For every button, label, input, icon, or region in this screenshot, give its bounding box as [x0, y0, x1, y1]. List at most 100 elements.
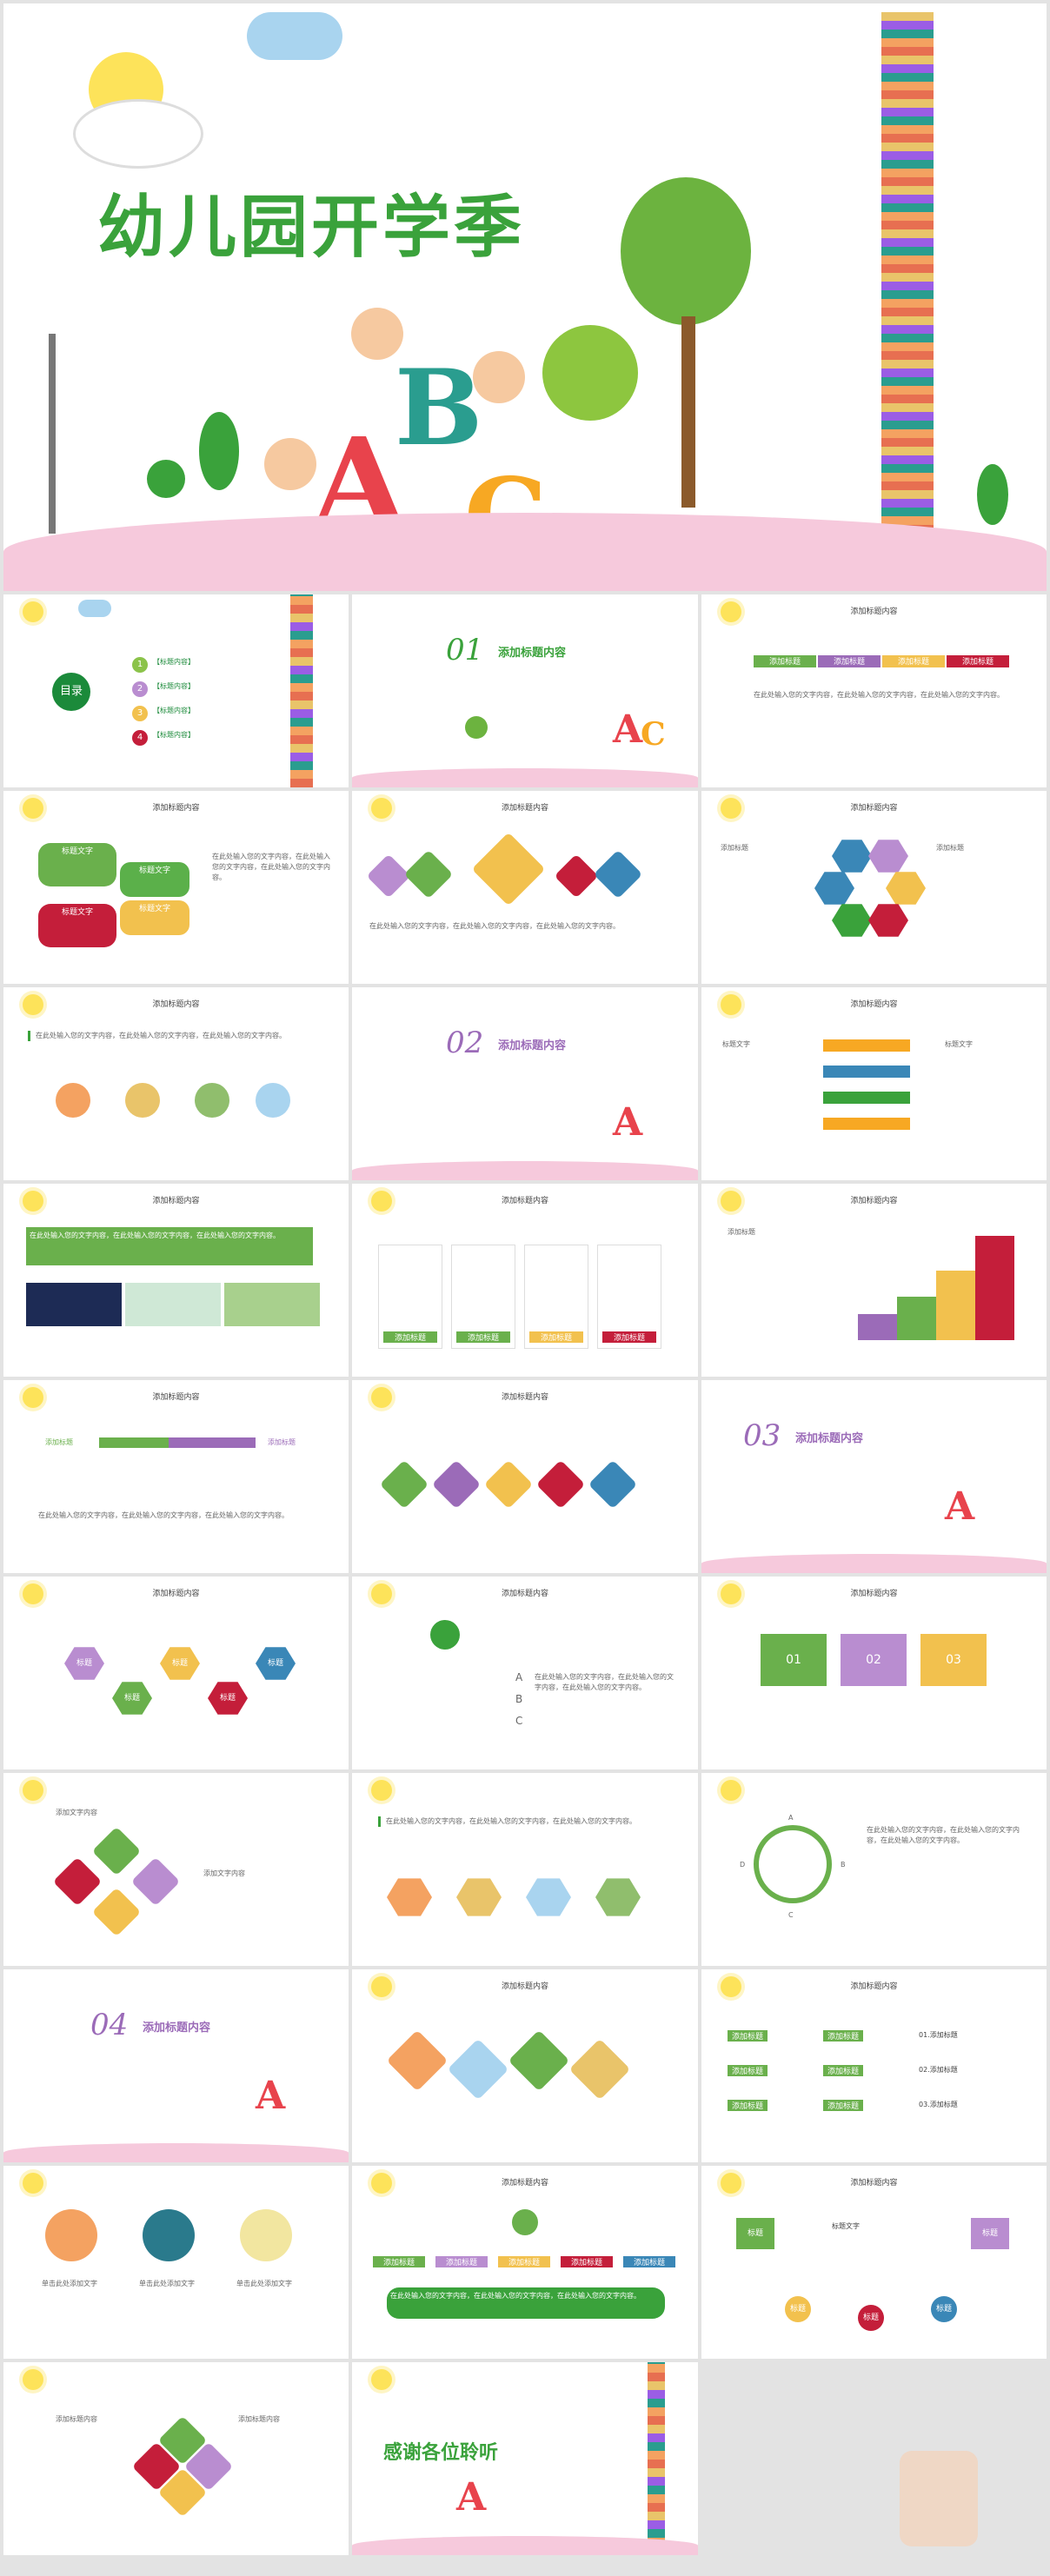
slide-photos[interactable]: 添加标题内容 在此处输入您的文字内容，在此处输入您的文字内容，在此处输入您的文字…	[3, 1184, 349, 1377]
section-title: 添加标题内容	[498, 1039, 567, 1052]
hex-title[interactable]: 标题	[112, 1682, 152, 1715]
slide-section-03[interactable]: 03 添加标题内容 A	[701, 1380, 1047, 1573]
hex-title[interactable]: 标题	[208, 1682, 248, 1715]
slide-crossing-arrows[interactable]: 添加标题内容 添加标题 添加标题 在此处输入您的文字内容，在此处输入您的文字内容…	[3, 1380, 349, 1573]
cycle-box[interactable]: 标题	[971, 2218, 1009, 2249]
slide-flower[interactable]: A B C D 在此处输入您的文字内容，在此处输入您的文字内容，在此处输入您的文…	[701, 1773, 1047, 1966]
shape-title[interactable]: 标题文字	[38, 904, 116, 947]
diamond-icon	[91, 1826, 142, 1876]
badge-icon	[430, 1620, 460, 1650]
org-node[interactable]: 添加标题	[823, 2100, 863, 2111]
cycle-node[interactable]: 标题	[785, 2296, 811, 2322]
card-button[interactable]: 添加标题	[529, 1331, 583, 1343]
slide-section-04[interactable]: 04 添加标题内容 A	[3, 1969, 349, 2162]
body-text: 添加标题	[721, 844, 748, 852]
cover-title: 幼儿园开学季	[97, 189, 526, 267]
org-node[interactable]: 添加标题	[823, 2030, 863, 2042]
sun-icon	[371, 1780, 392, 1801]
slide-cycle[interactable]: 添加标题内容 标题 标题 标题文字 标题 标题 标题	[701, 2166, 1047, 2359]
card[interactable]	[597, 1245, 661, 1349]
hexagon-icon	[814, 872, 854, 905]
photo-diamond	[447, 2038, 509, 2101]
sun-icon	[721, 1976, 741, 1997]
card-button[interactable]: 添加标题	[383, 1331, 437, 1343]
body-text: 在此处输入您的文字内容，在此处输入您的文字内容，在此处输入您的文字内容。	[212, 853, 330, 881]
cycle-box[interactable]: 标题	[736, 2218, 774, 2249]
org-node[interactable]: 添加标题	[728, 2030, 768, 2042]
slide-hex-labels[interactable]: 添加标题内容 标题 标题 标题 标题 标题	[3, 1577, 349, 1769]
slide-hexagons[interactable]: 添加标题内容 添加标题 添加标题	[701, 791, 1047, 984]
slide-cover[interactable]: 幼儿园开学季 A B C	[3, 3, 1047, 591]
diamond-icon	[471, 832, 546, 906]
card[interactable]	[378, 1245, 442, 1349]
slide-growth[interactable]: 添加标题内容 添加标题	[701, 1184, 1047, 1377]
elephant-icon	[256, 1083, 290, 1118]
card[interactable]	[451, 1245, 515, 1349]
slide-pinwheel[interactable]: 添加标题内容 添加标题内容	[3, 2362, 349, 2555]
slide-title: 添加标题内容	[850, 1590, 898, 1598]
sun-icon	[721, 601, 741, 622]
ribbon-label: 标题文字	[722, 1040, 750, 1048]
step-bar	[936, 1271, 975, 1340]
slide-mindmap[interactable]: 添加标题内容 添加标题 添加标题 添加标题 添加标题 添加标题 在此处输入您的文…	[352, 2166, 698, 2359]
toc-item[interactable]: 【标题内容】	[153, 658, 195, 666]
arrow-step[interactable]: 添加标题	[947, 655, 1009, 667]
slide-people[interactable]: 单击此处添加文字 单击此处添加文字 单击此处添加文字	[3, 2166, 349, 2359]
sun-icon	[23, 1191, 43, 1212]
map-node[interactable]: 添加标题	[498, 2256, 550, 2267]
hex-title[interactable]: 标题	[160, 1647, 200, 1680]
slide-arrows[interactable]: 添加标题内容 添加标题 添加标题 添加标题 添加标题 在此处输入您的文字内容，在…	[701, 594, 1047, 787]
org-node[interactable]: 添加标题	[823, 2065, 863, 2076]
slide-org-chart[interactable]: 添加标题内容 添加标题 添加标题 添加标题 添加标题 添加标题 添加标题 01.…	[701, 1969, 1047, 2162]
puzzle-piece[interactable]: 03	[920, 1634, 987, 1686]
arrow-step[interactable]: 添加标题	[754, 655, 816, 667]
org-node[interactable]: 添加标题	[728, 2100, 768, 2111]
toc-item[interactable]: 【标题内容】	[153, 707, 195, 714]
slide-photo-diamonds[interactable]: 添加标题内容	[352, 1969, 698, 2162]
puzzle-piece[interactable]: 01	[761, 1634, 827, 1686]
slide-diamonds[interactable]: 添加标题内容 在此处输入您的文字内容，在此处输入您的文字内容，在此处输入您的文字…	[352, 791, 698, 984]
map-node[interactable]: 添加标题	[435, 2256, 488, 2267]
org-node[interactable]: 添加标题	[728, 2065, 768, 2076]
card-button[interactable]: 添加标题	[456, 1331, 510, 1343]
slide-cards[interactable]: 添加标题内容 添加标题 添加标题 添加标题 添加标题	[352, 1184, 698, 1377]
slide-image-hexes[interactable]: 在此处输入您的文字内容，在此处输入您的文字内容，在此处输入您的文字内容。	[352, 1773, 698, 1966]
shape-title[interactable]: 标题文字	[38, 843, 116, 886]
letter-a-icon: A	[613, 1100, 643, 1145]
puzzle-piece[interactable]: 02	[841, 1634, 907, 1686]
map-node[interactable]: 添加标题	[561, 2256, 613, 2267]
slide-title: 添加标题内容	[850, 2179, 898, 2188]
sun-icon	[721, 1780, 741, 1801]
slide-closing[interactable]: 感谢各位聆听 A	[352, 2362, 698, 2555]
body-text: 添加标题	[936, 844, 964, 852]
card-button[interactable]: 添加标题	[602, 1331, 656, 1343]
slide-ribbons[interactable]: 添加标题内容 标题文字 标题文字	[701, 987, 1047, 1180]
slide-shapes[interactable]: 添加标题内容 标题文字 标题文字 标题文字 标题文字 在此处输入您的文字内容，在…	[3, 791, 349, 984]
card[interactable]	[524, 1245, 588, 1349]
slide-puzzle[interactable]: 添加标题内容 01 02 03	[701, 1577, 1047, 1769]
cycle-node[interactable]: 标题	[858, 2305, 884, 2331]
shape-title[interactable]: 标题文字	[120, 900, 189, 935]
slide-text-images[interactable]: 添加标题内容 在此处输入您的文字内容，在此处输入您的文字内容，在此处输入您的文字…	[3, 987, 349, 1180]
hex-title[interactable]: 标题	[256, 1647, 296, 1680]
slide-rhombus-row[interactable]: 添加标题内容	[352, 1380, 698, 1573]
cycle-node[interactable]: 标题	[931, 2296, 957, 2322]
trunk-icon	[681, 316, 695, 508]
toc-item[interactable]: 【标题内容】	[153, 682, 195, 690]
slide-section-01[interactable]: 01 添加标题内容 A C	[352, 594, 698, 787]
map-node[interactable]: 添加标题	[373, 2256, 425, 2267]
step-bar	[975, 1236, 1014, 1340]
slide-square-ring[interactable]: 添加文字内容 添加文字内容	[3, 1773, 349, 1966]
letter-a-icon: A	[256, 2074, 286, 2118]
slide-section-02[interactable]: 02 添加标题内容 A	[352, 987, 698, 1180]
arrow-step[interactable]: 添加标题	[818, 655, 881, 667]
slide-abc-list[interactable]: 添加标题内容 A B C 在此处输入您的文字内容，在此处输入您的文字内容，在此处…	[352, 1577, 698, 1769]
shape-title[interactable]: 标题文字	[120, 862, 189, 897]
sun-icon	[371, 1191, 392, 1212]
slide-toc[interactable]: 目录 1 【标题内容】 2 【标题内容】 3 【标题内容】 4 【标题内容】	[3, 594, 349, 787]
map-node[interactable]: 添加标题	[623, 2256, 675, 2267]
hex-title[interactable]: 标题	[64, 1647, 104, 1680]
arrow-step[interactable]: 添加标题	[882, 655, 945, 667]
toc-item[interactable]: 【标题内容】	[153, 731, 195, 739]
